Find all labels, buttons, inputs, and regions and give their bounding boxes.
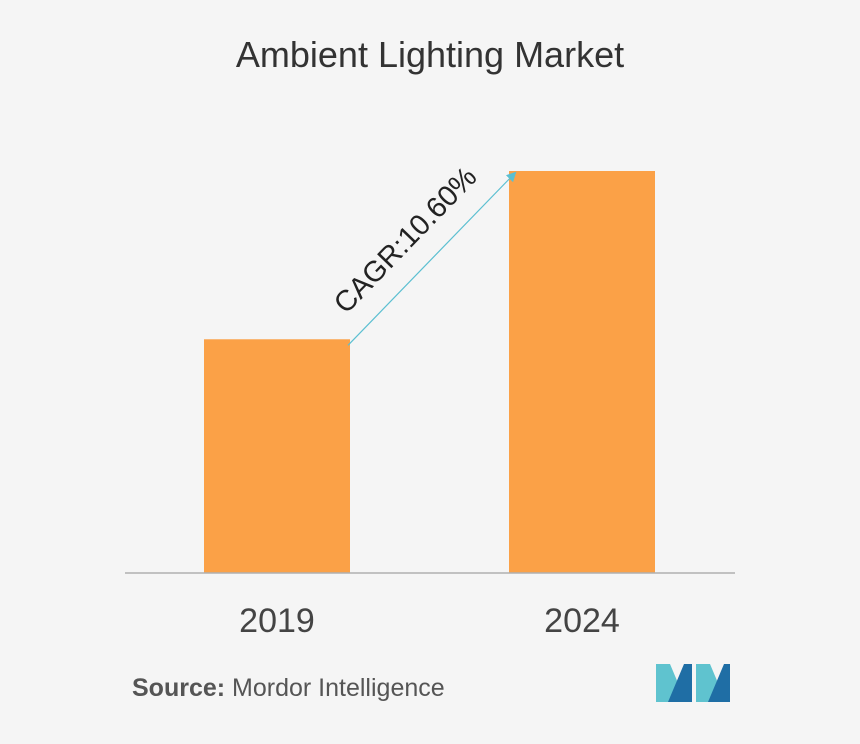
x-tick-label-2024: 2024: [544, 602, 620, 640]
source-label: Source:: [132, 674, 226, 702]
bar-2019: [204, 339, 350, 573]
source-note: Source: Mordor Intelligence: [132, 674, 445, 703]
cagr-label: CAGR:10.60%: [328, 161, 483, 320]
x-tick-label-2019: 2019: [239, 602, 315, 640]
mordor-logo-icon: [656, 664, 730, 702]
cagr-arrow: [347, 171, 517, 346]
bar-2024: [509, 171, 655, 573]
source-text: Mordor Intelligence: [232, 674, 445, 702]
chart-title: Ambient Lighting Market: [235, 34, 625, 75]
